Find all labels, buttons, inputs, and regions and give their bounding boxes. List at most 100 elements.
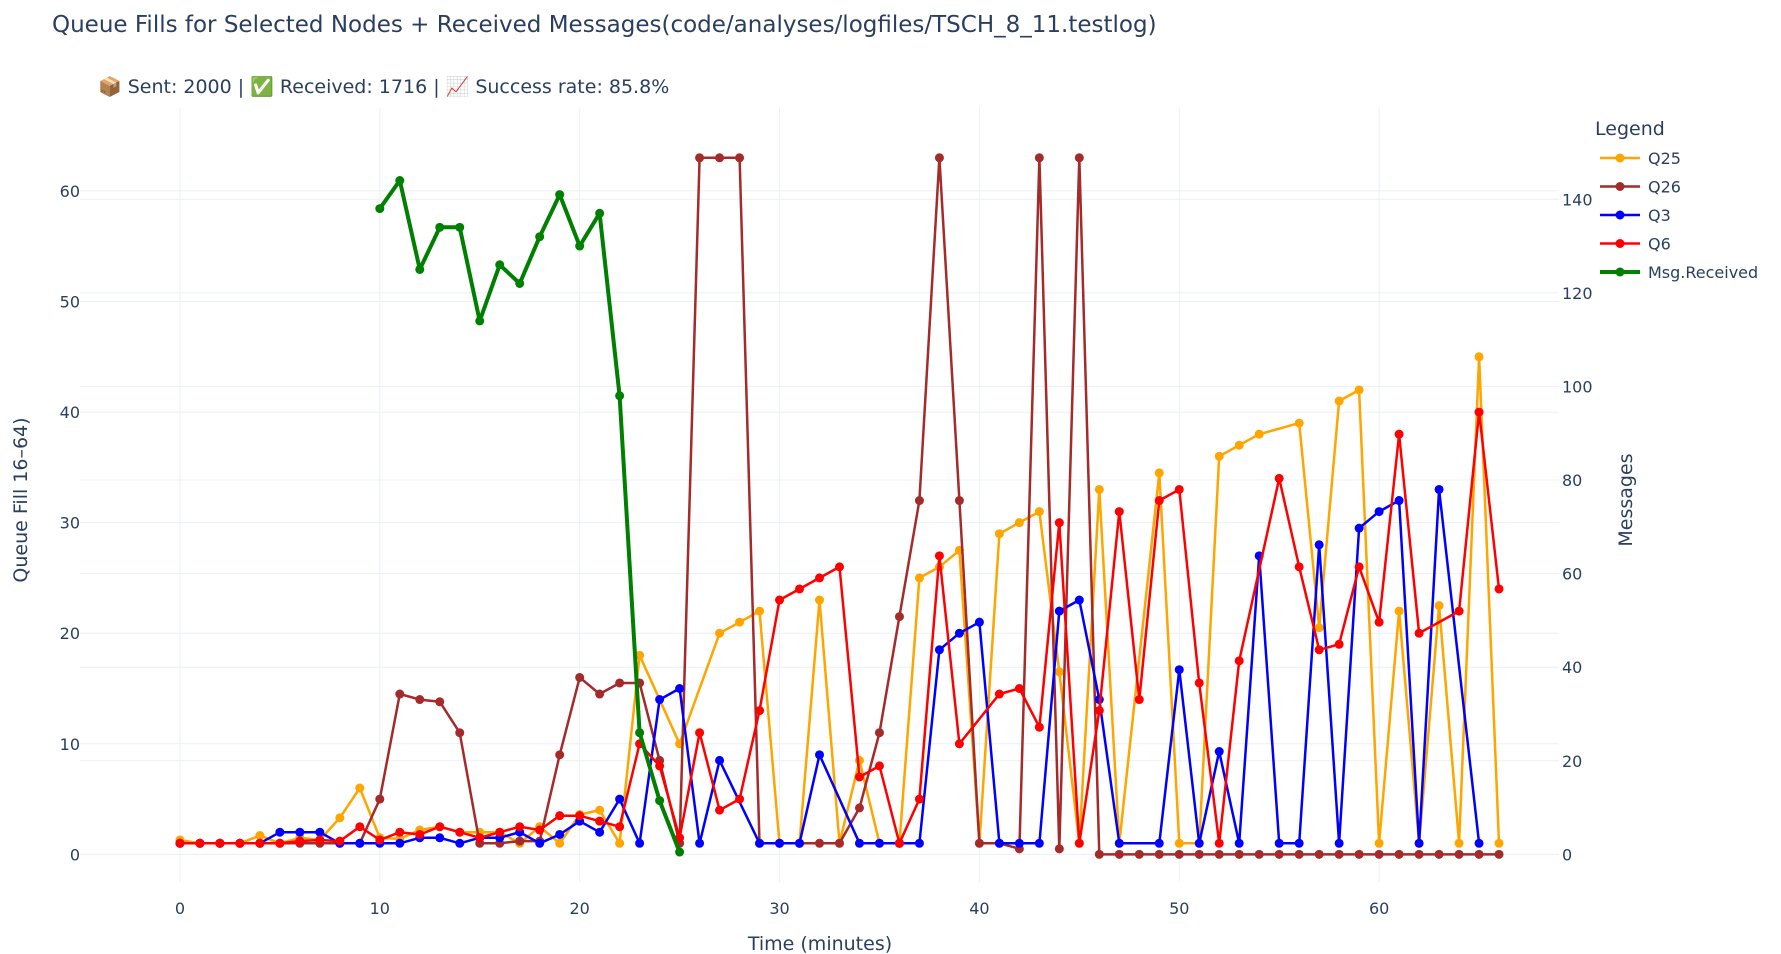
data-point-msg-received (535, 232, 545, 242)
data-point-q3 (755, 838, 765, 848)
data-point-q3 (535, 838, 545, 848)
data-point-q25 (1354, 385, 1364, 395)
data-point-msg-received (475, 316, 485, 326)
data-point-q25 (615, 838, 625, 848)
x-tick-label: 60 (1369, 899, 1389, 918)
data-point-q25 (755, 606, 765, 616)
data-point-q6 (1354, 562, 1364, 572)
data-point-q26 (1434, 849, 1444, 859)
data-point-q26 (914, 496, 924, 506)
data-point-q25 (1154, 468, 1164, 478)
data-point-q26 (894, 612, 904, 622)
grid (80, 108, 1559, 882)
data-point-q25 (1034, 507, 1044, 517)
data-point-msg-received (555, 190, 565, 200)
data-point-q25 (355, 783, 365, 793)
series-msg-received (375, 176, 685, 857)
data-point-q6 (1174, 484, 1184, 494)
y2-tick-label: 140 (1562, 190, 1593, 209)
data-point-q26 (1414, 849, 1424, 859)
data-point-q3 (1014, 838, 1024, 848)
legend-swatch-marker (1615, 267, 1625, 277)
data-point-q26 (1454, 849, 1464, 859)
data-point-q26 (515, 836, 525, 846)
data-point-q3 (854, 838, 864, 848)
data-point-q3 (954, 628, 964, 638)
data-point-q6 (1094, 706, 1104, 716)
data-point-q3 (795, 838, 805, 848)
data-point-q25 (1474, 352, 1484, 362)
data-point-q6 (914, 794, 924, 804)
data-point-q25 (914, 573, 924, 583)
data-point-q26 (1054, 844, 1064, 854)
data-point-q3 (595, 827, 605, 837)
data-point-msg-received (455, 222, 465, 232)
data-point-q25 (335, 813, 345, 823)
data-point-q25 (735, 617, 745, 627)
data-point-msg-received (675, 847, 685, 857)
data-point-q6 (934, 551, 944, 561)
data-point-q26 (834, 838, 844, 848)
data-point-q3 (914, 838, 924, 848)
data-point-q3 (295, 827, 305, 837)
data-point-q6 (275, 838, 285, 848)
data-point-q26 (1274, 849, 1284, 859)
data-point-msg-received (495, 260, 505, 270)
y2-axis-title: Messages (1615, 453, 1637, 546)
data-point-q26 (1214, 849, 1224, 859)
legend-title: Legend (1595, 118, 1665, 140)
data-point-q26 (1174, 849, 1184, 859)
data-point-q6 (755, 706, 765, 716)
data-point-q26 (1154, 849, 1164, 859)
x-tick-label: 50 (1169, 899, 1189, 918)
data-point-q26 (1354, 849, 1364, 859)
y-tick-label: 50 (60, 293, 80, 312)
y-tick-label: 60 (60, 182, 80, 201)
data-point-q6 (994, 689, 1004, 699)
data-point-q25 (815, 595, 824, 605)
data-point-msg-received (395, 176, 405, 186)
data-point-q6 (1474, 407, 1484, 417)
data-point-q3 (315, 827, 325, 837)
x-tick-label: 40 (969, 899, 989, 918)
legend-swatch-marker (1615, 153, 1625, 163)
data-point-q25 (1234, 440, 1244, 450)
data-point-q6 (1034, 722, 1044, 732)
data-point-q6 (335, 836, 345, 846)
data-point-q6 (695, 728, 705, 738)
data-point-q3 (1274, 838, 1284, 848)
data-point-q6 (874, 761, 884, 771)
data-point-q6 (295, 836, 305, 846)
data-point-q6 (1054, 518, 1064, 528)
y-tick-label: 10 (60, 735, 80, 754)
data-point-q3 (934, 645, 944, 655)
data-point-q3 (1074, 595, 1084, 605)
data-point-q3 (675, 684, 685, 693)
data-point-q26 (1114, 849, 1124, 859)
data-point-q6 (195, 838, 205, 848)
data-point-q3 (775, 838, 785, 848)
data-point-q26 (1294, 849, 1304, 859)
data-point-q3 (635, 838, 645, 848)
data-point-q3 (1114, 838, 1124, 848)
data-point-q6 (615, 822, 625, 832)
data-point-msg-received (635, 728, 645, 738)
data-point-q6 (435, 822, 445, 832)
data-point-q6 (1334, 639, 1344, 649)
data-point-q25 (1334, 396, 1344, 406)
data-point-q26 (1314, 849, 1324, 859)
series-layer (175, 153, 1504, 859)
data-point-q25 (1094, 484, 1104, 494)
data-point-q3 (1174, 665, 1184, 675)
data-point-q6 (375, 835, 385, 845)
chart-subtitle: 📦 Sent: 2000 | ✅ Received: 1716 | 📈 Succ… (98, 75, 669, 98)
data-point-q3 (455, 838, 465, 848)
data-point-q6 (1074, 838, 1084, 848)
series-line-q6 (178, 410, 1501, 845)
data-point-q6 (1494, 584, 1504, 594)
data-point-q3 (1154, 838, 1164, 848)
data-point-q26 (1234, 849, 1244, 859)
x-axis-title: Time (minutes) (747, 933, 892, 954)
data-point-q26 (375, 794, 385, 804)
